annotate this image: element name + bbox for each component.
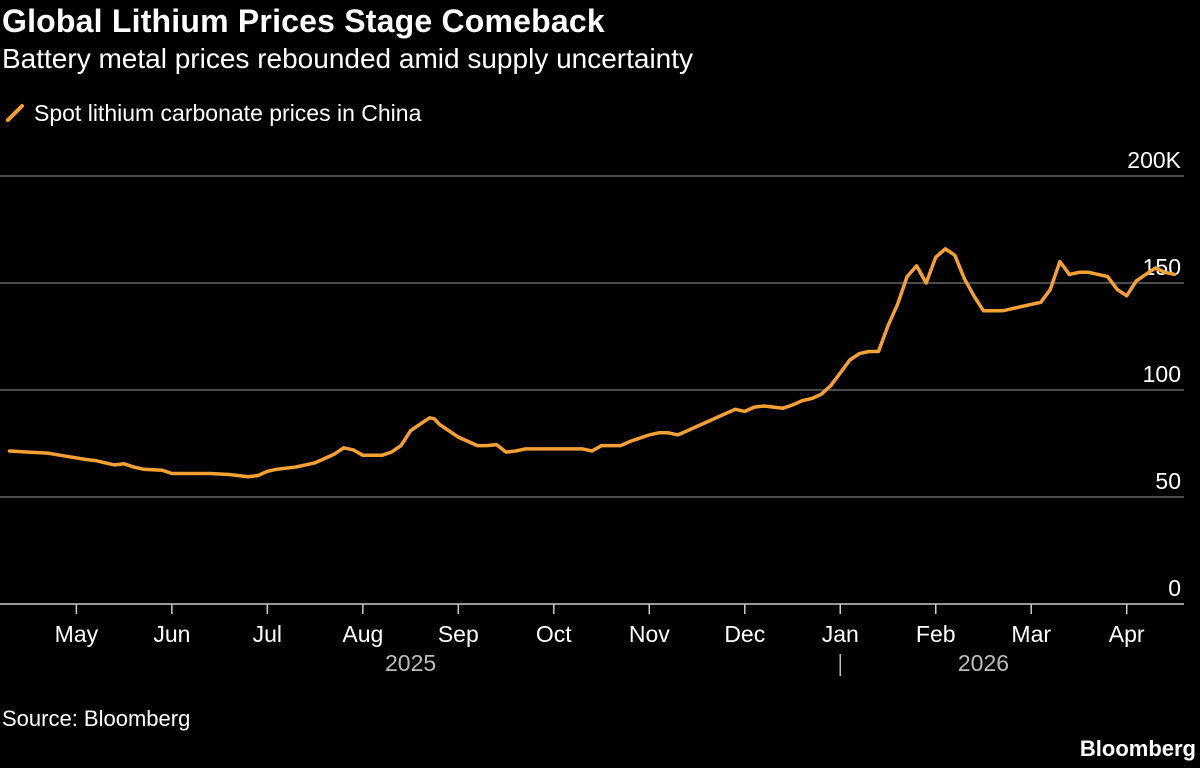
x-axis: May Jun Jul Aug Sep Oct Nov Dec Jan Feb Mar Apr 2025…: [0, 603, 1184, 676]
x-tick-label: Jul: [253, 621, 282, 647]
x-tick-label: Mar: [1011, 621, 1051, 647]
x-tick-label: Nov: [629, 621, 670, 647]
year-label: 2026: [958, 650, 1009, 676]
x-tick-label: Feb: [916, 621, 956, 647]
y-tick-label: 100: [1143, 361, 1181, 387]
legend: Spot lithium carbonate prices in China: [4, 99, 421, 127]
x-tick-label: Jan: [822, 621, 859, 647]
y-tick-label: 50: [1155, 468, 1181, 494]
x-tick-label: Aug: [342, 621, 383, 647]
x-tick-label: Jun: [153, 621, 190, 647]
y-tick-label: 0: [1168, 575, 1181, 601]
slash-swatch-icon: [6, 104, 24, 122]
y-tick-label: 150: [1143, 254, 1181, 280]
chart-subtitle: Battery metal prices rebounded amid supp…: [2, 43, 694, 74]
y-axis-ticks: 0 50 100 150 200K: [1127, 147, 1181, 601]
series-layer: [7, 247, 1177, 479]
x-tick-label: Apr: [1109, 621, 1145, 647]
chart-title: Global Lithium Prices Stage Comeback: [2, 3, 605, 39]
x-tick-label: May: [55, 621, 99, 647]
x-tick-label: Oct: [536, 621, 572, 647]
source-note: Source: Bloomberg: [2, 706, 191, 731]
series-line: [7, 247, 1177, 479]
year-label: 2025: [385, 650, 436, 676]
legend-label: Spot lithium carbonate prices in China: [34, 99, 422, 126]
y-tick-label: 200K: [1127, 147, 1181, 173]
x-tick-label: Sep: [438, 621, 479, 647]
brand-logo: Bloomberg: [1079, 736, 1196, 761]
gridlines: [0, 175, 1184, 498]
x-tick-label: Dec: [724, 621, 765, 647]
